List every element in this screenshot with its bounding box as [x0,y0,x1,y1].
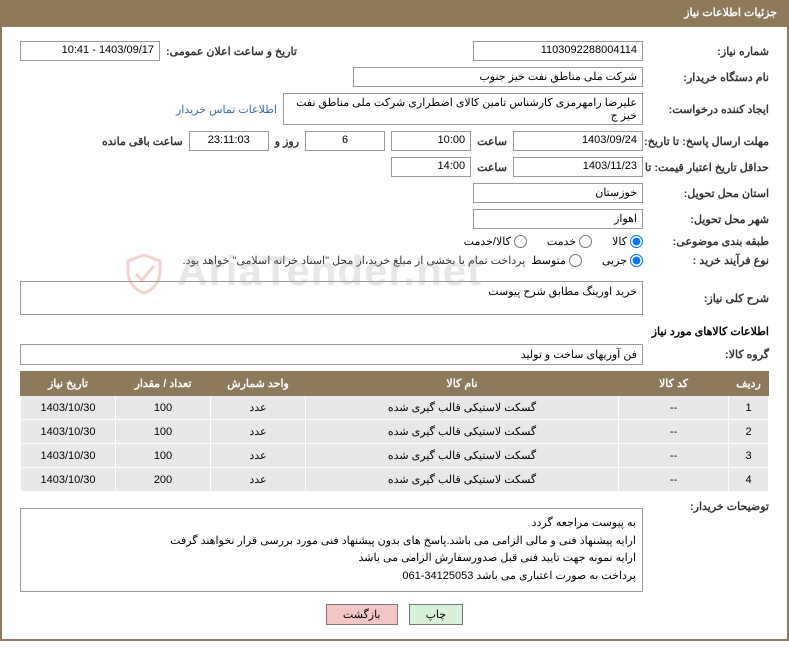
need-number-value: 1103092288004114 [473,41,643,61]
table-cell: عدد [211,420,306,444]
table-cell: -- [619,396,729,420]
process-radio-group: جزیی متوسط [531,254,643,267]
validity-time: 14:00 [391,157,471,177]
panel-header: جزئیات اطلاعات نیاز [0,0,789,25]
table-cell: 1403/10/30 [21,468,116,492]
main-panel: AriaTender.net شماره نیاز: 1103092288004… [0,25,789,641]
city-label: شهر محل تحویل: [649,213,769,226]
buyer-notes-label: توضیحات خریدار: [649,500,769,513]
table-row: 4--گسکت لاستیکی قالب گیری شدهعدد2001403/… [21,468,769,492]
table-cell: 200 [116,468,211,492]
table-row: 2--گسکت لاستیکی قالب گیری شدهعدد1001403/… [21,420,769,444]
radio-goods-service[interactable]: کالا/خدمت [464,235,527,248]
th-name: نام کالا [306,372,619,396]
announce-label: تاریخ و ساعت اعلان عمومی: [166,45,297,58]
deadline-time-label: ساعت [477,135,507,148]
buyer-note-line: ارایه نمونه جهت تایید فنی قبل صدورسفارش … [27,550,636,568]
deadline-days-label: روز و [275,135,299,148]
deadline-label: مهلت ارسال پاسخ: تا تاریخ: [649,135,769,148]
table-cell: گسکت لاستیکی قالب گیری شده [306,396,619,420]
validity-date: 1403/11/23 [513,157,643,177]
table-cell: 4 [729,468,769,492]
requester-label: ایجاد کننده درخواست: [649,103,769,116]
buyer-org-value: شرکت ملی مناطق نفت خیز جنوب [353,67,643,87]
radio-medium[interactable]: متوسط [531,254,582,267]
back-button[interactable]: بازگشت [326,604,398,625]
th-code: کد کالا [619,372,729,396]
th-qty: تعداد / مقدار [116,372,211,396]
province-label: استان محل تحویل: [649,187,769,200]
need-number-label: شماره نیاز: [649,45,769,58]
category-radio-group: کالا خدمت کالا/خدمت [464,235,643,248]
deadline-date: 1403/09/24 [513,131,643,151]
buyer-notes-box: به پیوست مراجعه گردد ارایه پیشنهاد فنی و… [20,508,643,592]
table-cell: عدد [211,444,306,468]
table-cell: 3 [729,444,769,468]
table-cell: -- [619,420,729,444]
group-value: فن آوریهای ساخت و تولید [20,344,643,365]
table-cell: 2 [729,420,769,444]
table-cell: -- [619,468,729,492]
th-unit: واحد شمارش [211,372,306,396]
table-cell: گسکت لاستیکی قالب گیری شده [306,468,619,492]
panel-title: جزئیات اطلاعات نیاز [684,7,777,19]
print-button[interactable]: چاپ [409,604,464,625]
category-label: طبقه بندی موضوعی: [649,235,769,248]
th-date: تاریخ نیاز [21,372,116,396]
deadline-countdown: 23:11:03 [189,131,269,151]
table-cell: 100 [116,444,211,468]
buyer-note-line: به پیوست مراجعه گردد [27,515,636,533]
process-note: پرداخت تمام یا بخشی از مبلغ خرید،از محل … [183,254,526,267]
table-cell: 1403/10/30 [21,420,116,444]
items-section-title: اطلاعات کالاهای مورد نیاز [20,325,769,338]
announce-value: 1403/09/17 - 10:41 [20,41,160,61]
buyer-note-line: پرداخت به صورت اعتباری می باشد 34125053-… [27,568,636,586]
table-cell: 1403/10/30 [21,444,116,468]
buyer-note-line: ارایه پیشنهاد فنی و مالی الزامی می باشد.… [27,533,636,551]
validity-time-label: ساعت [477,161,507,174]
validity-label: حداقل تاریخ اعتبار قیمت: تا تاریخ: [649,161,769,174]
group-label: گروه کالا: [649,348,769,361]
table-cell: عدد [211,468,306,492]
general-desc-value: خرید اورینگ مطابق شرح پیوست [20,281,643,315]
table-cell: 100 [116,420,211,444]
radio-goods[interactable]: کالا [612,235,643,248]
process-label: نوع فرآیند خرید : [649,254,769,267]
table-row: 1--گسکت لاستیکی قالب گیری شدهعدد1001403/… [21,396,769,420]
buyer-org-label: نام دستگاه خریدار: [649,71,769,84]
table-cell: 1 [729,396,769,420]
radio-service[interactable]: خدمت [547,235,592,248]
general-desc-label: شرح کلی نیاز: [649,292,769,305]
th-row: ردیف [729,372,769,396]
items-table: ردیف کد کالا نام کالا واحد شمارش تعداد /… [20,371,769,492]
table-cell: عدد [211,396,306,420]
city-value: اهواز [473,209,643,229]
radio-partial[interactable]: جزیی [602,254,643,267]
button-row: چاپ بازگشت [20,604,769,625]
requester-value: علیرضا رامهرمزی کارشناس تامین کالای اضطر… [283,93,643,125]
deadline-days: 6 [305,131,385,151]
table-cell: 100 [116,396,211,420]
table-cell: گسکت لاستیکی قالب گیری شده [306,420,619,444]
table-row: 3--گسکت لاستیکی قالب گیری شدهعدد1001403/… [21,444,769,468]
table-cell: 1403/10/30 [21,396,116,420]
table-cell: -- [619,444,729,468]
deadline-remain-label: ساعت باقی مانده [102,135,183,148]
table-cell: گسکت لاستیکی قالب گیری شده [306,444,619,468]
contact-link[interactable]: اطلاعات تماس خریدار [176,103,277,116]
deadline-time: 10:00 [391,131,471,151]
province-value: خوزستان [473,183,643,203]
